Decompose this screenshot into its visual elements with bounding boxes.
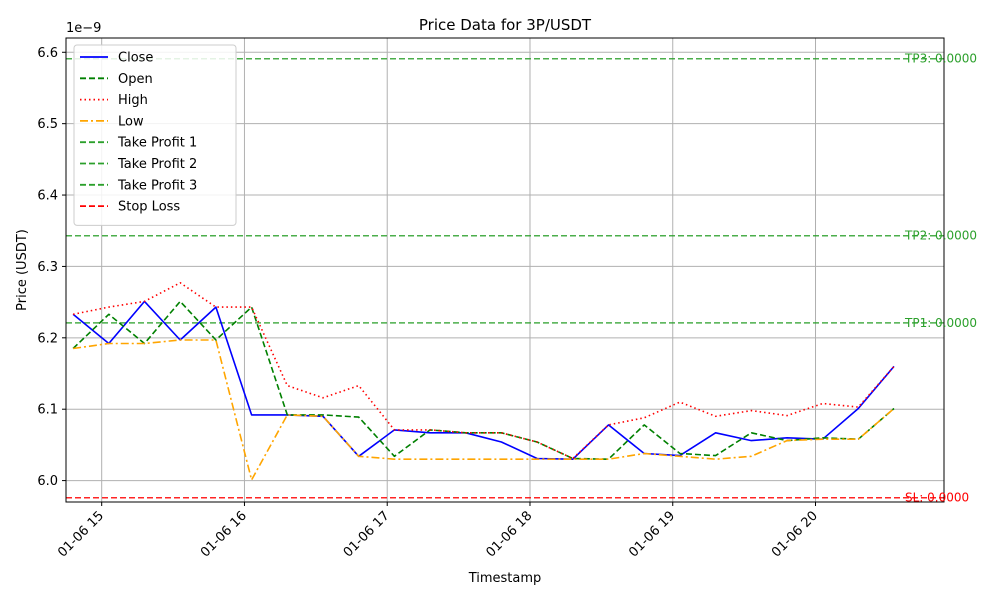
x-tick-label: 01-06 20 [769, 508, 821, 560]
y-tick-label: 6.4 [37, 189, 58, 204]
y-tick-label: 6.1 [37, 403, 58, 418]
legend-box [73, 44, 237, 226]
chart-title: Price Data for 3P/USDT [419, 16, 592, 34]
y-tick-label: 6.5 [37, 117, 58, 132]
legend-label: Open [118, 72, 153, 87]
series-close [72, 300, 895, 461]
y-offset-label: 1e−9 [66, 21, 101, 36]
legend: Close Open High Low Take Profit 1 Take Profit… [73, 44, 237, 226]
y-axis-label: Price (USDT) [15, 229, 30, 311]
x-axis-label: Timestamp [468, 571, 542, 586]
legend-label: Low [118, 114, 144, 129]
legend-label: Take Profit 1 [117, 136, 197, 151]
legend-label: High [118, 93, 148, 108]
hline-label: TP1: 0.0000 [904, 316, 977, 330]
y-tick-label: 6.3 [37, 260, 58, 275]
hline-label: TP3: 0.0000 [904, 52, 977, 66]
reference-line-labels: TP1: 0.0000 TP2: 0.0000 TP3: 0.0000 SL: 0.0… [904, 52, 977, 505]
x-tick-label: 01-06 16 [198, 508, 250, 560]
series-low [72, 339, 895, 481]
legend-label: Take Profit 3 [117, 178, 197, 193]
y-tick-label: 6.0 [37, 474, 58, 489]
y-tick-label: 6.6 [37, 46, 58, 61]
hline-label: SL: 0.0000 [905, 491, 969, 505]
x-tick-label: 01-06 17 [341, 508, 393, 560]
legend-label: Close [118, 51, 153, 66]
legend-label: Take Profit 2 [117, 157, 197, 172]
series-high [72, 281, 895, 460]
y-tick-label: 6.2 [37, 331, 58, 346]
hline-label: TP2: 0.0000 [904, 229, 977, 243]
x-tick-label: 01-06 18 [483, 508, 535, 560]
plot-frame [65, 37, 945, 503]
x-tick-label: 01-06 19 [626, 508, 678, 560]
legend-label: Stop Loss [118, 200, 180, 215]
series-layer [72, 281, 895, 481]
x-tick-label: 01-06 15 [55, 508, 107, 560]
